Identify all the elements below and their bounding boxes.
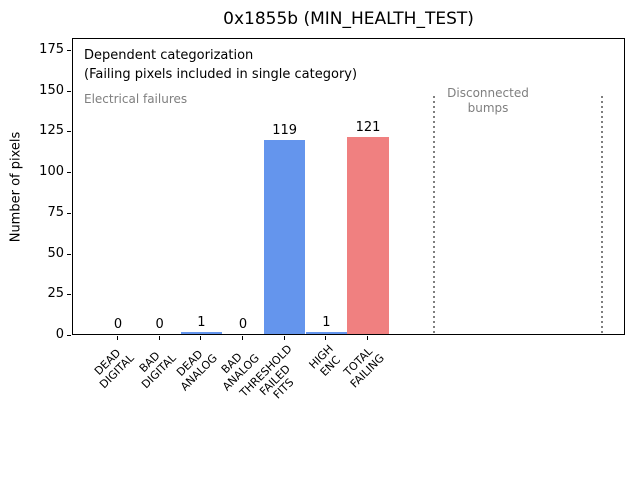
y-tick-2 <box>67 253 71 255</box>
y-tick-label-3: 75 <box>47 204 64 220</box>
bar-value-label-6: 121 <box>355 119 381 135</box>
y-tick-label-4: 100 <box>39 164 64 180</box>
y-tick-label-7: 175 <box>39 42 64 58</box>
x-tick-label-text-2: DEAD ANALOG <box>174 347 220 393</box>
annotation-failing-pixels-note: (Failing pixels included in single categ… <box>84 67 358 82</box>
bar-value-label-1: 0 <box>155 317 164 332</box>
y-tick-label-6: 150 <box>39 82 64 98</box>
bar-2 <box>180 332 223 334</box>
x-tick-label-text-1: BAD DIGITAL <box>136 349 178 391</box>
x-tick-label-text-5: HIGH ENC <box>306 342 343 379</box>
y-axis-label: Number of pixels <box>8 131 24 243</box>
y-tick-3 <box>67 212 71 214</box>
y-tick-label-5: 125 <box>39 123 64 139</box>
y-tick-6 <box>67 90 71 92</box>
annotation-electrical-failures: Electrical failures <box>84 92 188 106</box>
annotation-dependent-categorization: Dependent categorization <box>84 48 254 63</box>
x-tick-5 <box>325 336 327 340</box>
plot-area: Dependent categorization (Failing pixels… <box>72 38 625 335</box>
bar-value-label-0: 0 <box>113 317 123 332</box>
y-tick-label-1: 25 <box>47 286 64 302</box>
x-tick-label-text-0: DEAD DIGITAL <box>91 346 137 391</box>
bar-value-label-4: 119 <box>272 123 298 139</box>
x-tick-6 <box>367 336 368 340</box>
y-tick-label-0: 0 <box>55 327 64 342</box>
x-tick-label-text-6: TOTAL FAILING <box>341 344 387 391</box>
bar-6 <box>347 136 389 334</box>
bar-4 <box>263 140 306 334</box>
y-tick-4 <box>67 172 71 174</box>
dotted-divider-left <box>433 96 435 334</box>
bar-value-label-2: 1 <box>197 315 206 331</box>
x-tick-2 <box>200 336 202 340</box>
bar-value-label-5: 1 <box>322 315 331 331</box>
y-tick-7 <box>67 50 71 52</box>
bar-value-label-3: 0 <box>238 317 248 332</box>
y-tick-5 <box>67 131 71 133</box>
x-tick-1 <box>158 336 160 340</box>
bar-5 <box>305 332 348 334</box>
y-tick-0 <box>67 335 71 336</box>
chart-title: 0x1855b (MIN_HEALTH_TEST) <box>223 9 474 29</box>
annotation-disconnected-bumps: Disconnected bumps <box>447 86 529 115</box>
dotted-divider-right <box>601 96 603 334</box>
x-tick-3 <box>242 336 243 340</box>
x-tick-0 <box>117 336 118 340</box>
x-tick-4 <box>283 336 285 340</box>
y-tick-label-2: 50 <box>47 245 64 261</box>
y-tick-1 <box>67 294 71 296</box>
